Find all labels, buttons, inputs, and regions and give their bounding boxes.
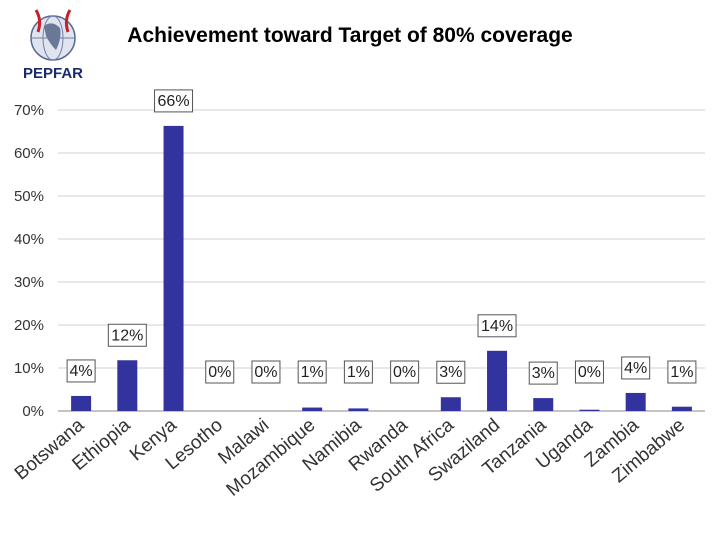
data-label-box bbox=[154, 89, 194, 113]
bar bbox=[487, 350, 508, 411]
data-label-text: 0% bbox=[254, 364, 277, 381]
data-label-box bbox=[436, 360, 466, 384]
x-tick-label: Botswana bbox=[11, 414, 89, 484]
data-label-box bbox=[343, 360, 373, 384]
data-label-text: 3% bbox=[439, 364, 462, 381]
logo-text: PEPFAR bbox=[23, 65, 83, 80]
data-label-text: 66% bbox=[158, 93, 190, 110]
data-label: 3% bbox=[528, 361, 558, 385]
bar bbox=[533, 398, 554, 411]
data-label-box bbox=[621, 356, 651, 380]
bar bbox=[440, 397, 461, 411]
y-tick-label: 50% bbox=[14, 188, 44, 205]
bar bbox=[671, 406, 692, 411]
data-label-box bbox=[528, 361, 558, 385]
data-label-box bbox=[251, 360, 281, 384]
data-label: 0% bbox=[251, 360, 281, 384]
data-label: 12% bbox=[107, 323, 147, 347]
data-label-box bbox=[107, 323, 147, 347]
y-tick-label: 70% bbox=[14, 102, 44, 119]
chart-title: Achievement toward Target of 80% coverag… bbox=[127, 24, 573, 47]
pepfar-logo: PEPFAR bbox=[23, 9, 83, 80]
data-label: 1% bbox=[667, 360, 697, 384]
bar bbox=[163, 125, 184, 411]
x-axis-labels: BotswanaEthiopiaKenyaLesothoMalawiMozamb… bbox=[11, 414, 689, 500]
data-label-text: 0% bbox=[393, 364, 416, 381]
y-axis: 0% 10% 20% 30% 40% 50% 60% 70% bbox=[14, 102, 44, 420]
bar bbox=[302, 407, 323, 411]
bar bbox=[348, 408, 369, 411]
y-tick-label: 20% bbox=[14, 317, 44, 334]
data-label: 66% bbox=[154, 89, 194, 113]
data-label-box bbox=[205, 360, 235, 384]
data-label-box bbox=[574, 360, 604, 384]
bar bbox=[117, 360, 138, 411]
data-label-text: 12% bbox=[111, 327, 143, 344]
data-label-box bbox=[390, 360, 420, 384]
data-label: 4% bbox=[66, 359, 96, 383]
data-label-box bbox=[66, 359, 96, 383]
data-label-text: 1% bbox=[347, 364, 370, 381]
data-label: 0% bbox=[390, 360, 420, 384]
data-label: 14% bbox=[477, 314, 517, 338]
y-tick-label: 10% bbox=[14, 360, 44, 377]
bar bbox=[71, 395, 92, 411]
data-label-text: 4% bbox=[624, 360, 647, 377]
bar bbox=[625, 392, 646, 411]
y-tick-label: 60% bbox=[14, 145, 44, 162]
data-label-text: 1% bbox=[301, 364, 324, 381]
bar bbox=[579, 409, 600, 411]
gridlines bbox=[58, 109, 705, 412]
globe-ribbon-icon bbox=[30, 9, 76, 61]
data-label-text: 14% bbox=[481, 318, 513, 335]
data-label-box bbox=[667, 360, 697, 384]
bars bbox=[71, 125, 692, 411]
data-label-box bbox=[297, 360, 327, 384]
data-label-text: 0% bbox=[208, 364, 231, 381]
data-label: 0% bbox=[205, 360, 235, 384]
data-label-text: 3% bbox=[532, 365, 555, 382]
data-label: 3% bbox=[436, 360, 466, 384]
data-label-text: 0% bbox=[578, 364, 601, 381]
data-label: 0% bbox=[574, 360, 604, 384]
data-labels: 4% 12% 66% 0% 0% 1% 1% 0% 3% 14% 3% 0% 4% 1% bbox=[66, 89, 697, 385]
data-label: 1% bbox=[343, 360, 373, 384]
data-label: 4% bbox=[621, 356, 651, 380]
data-label-box bbox=[477, 314, 517, 338]
y-tick-label: 30% bbox=[14, 274, 44, 291]
y-tick-label: 0% bbox=[22, 403, 44, 420]
data-label-text: 4% bbox=[70, 363, 93, 380]
data-label-text: 1% bbox=[670, 364, 693, 381]
data-label: 1% bbox=[297, 360, 327, 384]
y-tick-label: 40% bbox=[14, 231, 44, 248]
